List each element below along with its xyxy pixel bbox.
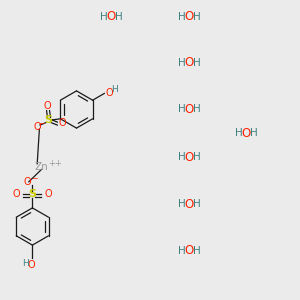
Text: H: H bbox=[193, 152, 200, 163]
Text: H: H bbox=[100, 11, 107, 22]
Text: H: H bbox=[193, 199, 200, 209]
Text: O: O bbox=[13, 189, 21, 200]
Text: H: H bbox=[178, 11, 185, 22]
Text: O: O bbox=[23, 177, 31, 188]
Text: O: O bbox=[33, 122, 41, 132]
Text: O: O bbox=[242, 127, 250, 140]
Text: Zn: Zn bbox=[34, 161, 48, 172]
Text: O: O bbox=[44, 189, 52, 200]
Text: H: H bbox=[111, 85, 118, 94]
Text: −: − bbox=[38, 119, 45, 128]
Text: H: H bbox=[178, 58, 185, 68]
Text: S: S bbox=[44, 115, 52, 125]
Text: H: H bbox=[22, 259, 29, 268]
Text: O: O bbox=[184, 244, 194, 257]
Text: O: O bbox=[184, 197, 194, 211]
Text: H: H bbox=[250, 128, 257, 139]
Text: H: H bbox=[193, 58, 200, 68]
Text: H: H bbox=[115, 11, 122, 22]
Text: O: O bbox=[106, 10, 116, 23]
Text: H: H bbox=[178, 104, 185, 115]
Text: O: O bbox=[27, 260, 35, 270]
Text: O: O bbox=[184, 103, 194, 116]
Text: H: H bbox=[193, 104, 200, 115]
Text: O: O bbox=[44, 101, 51, 111]
Text: O: O bbox=[184, 56, 194, 70]
Text: H: H bbox=[178, 152, 185, 163]
Text: H: H bbox=[178, 245, 185, 256]
Text: O: O bbox=[184, 10, 194, 23]
Text: O: O bbox=[184, 151, 194, 164]
Text: O: O bbox=[106, 88, 113, 98]
Text: H: H bbox=[178, 199, 185, 209]
Text: S: S bbox=[28, 189, 36, 200]
Text: H: H bbox=[235, 128, 242, 139]
Text: H: H bbox=[193, 11, 200, 22]
Text: ++: ++ bbox=[48, 159, 62, 168]
Text: H: H bbox=[193, 245, 200, 256]
Text: O: O bbox=[59, 118, 67, 128]
Text: −: − bbox=[31, 174, 37, 183]
